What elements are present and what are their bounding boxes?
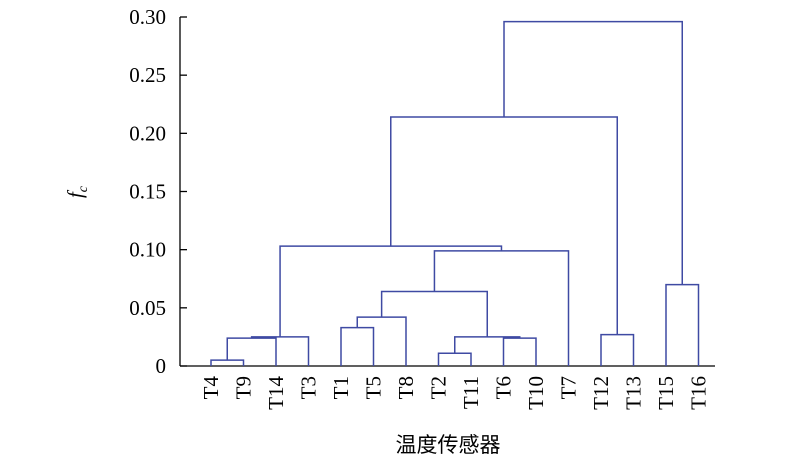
leaf-label: T1 bbox=[329, 376, 353, 399]
merge-link bbox=[502, 337, 537, 366]
leaf-label: T2 bbox=[427, 376, 451, 399]
leaf-label: T7 bbox=[557, 376, 581, 399]
merge-link bbox=[226, 337, 277, 366]
x-axis-label: 温度传感器 bbox=[396, 433, 501, 457]
merge-link bbox=[600, 333, 635, 366]
leaf-label: T6 bbox=[492, 376, 516, 399]
merge-link bbox=[210, 359, 245, 366]
merge-link bbox=[250, 336, 310, 366]
leaf-label: T14 bbox=[264, 376, 288, 410]
merge-link bbox=[356, 316, 407, 366]
merge-link bbox=[665, 283, 700, 366]
leaf-label: T11 bbox=[459, 376, 483, 409]
merge-link bbox=[437, 352, 472, 366]
y-tick-label: 0.10 bbox=[129, 238, 166, 262]
leaf-label: T10 bbox=[524, 376, 548, 410]
merge-link bbox=[390, 116, 618, 335]
y-axis-label: fc bbox=[63, 185, 91, 198]
y-label-main: f bbox=[63, 189, 87, 198]
y-tick-label: 0.30 bbox=[129, 5, 166, 29]
y-tick-label: 0 bbox=[156, 354, 167, 378]
leaf-label: T16 bbox=[687, 376, 711, 410]
merge-link bbox=[340, 326, 375, 366]
merge-link bbox=[380, 290, 488, 337]
leaf-label: T12 bbox=[589, 376, 613, 410]
y-tick-label: 0.15 bbox=[129, 180, 166, 204]
leaf-label: T9 bbox=[232, 376, 256, 399]
y-tick-label: 0.05 bbox=[129, 296, 166, 320]
y-tick-label: 0.25 bbox=[129, 63, 166, 87]
leaf-label: T4 bbox=[199, 376, 223, 400]
leaf-label: T15 bbox=[654, 376, 678, 410]
merge-link bbox=[503, 20, 683, 285]
merge-link bbox=[279, 245, 503, 337]
leaf-label: T5 bbox=[362, 376, 386, 399]
y-label-sub: c bbox=[76, 185, 91, 192]
merge-link bbox=[454, 336, 521, 354]
y-tick-label: 0.20 bbox=[129, 121, 166, 145]
leaf-label: T13 bbox=[622, 376, 646, 410]
leaf-label: T3 bbox=[297, 376, 321, 399]
leaf-label: T8 bbox=[394, 376, 418, 399]
